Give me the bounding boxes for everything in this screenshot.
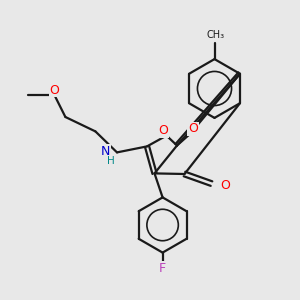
- Text: CH₃: CH₃: [206, 29, 224, 40]
- Text: O: O: [50, 83, 59, 97]
- Text: H: H: [106, 156, 114, 166]
- Text: O: O: [188, 122, 198, 136]
- Text: F: F: [159, 262, 166, 275]
- Text: O: O: [158, 124, 168, 137]
- Text: O: O: [220, 178, 230, 192]
- Text: N: N: [101, 145, 110, 158]
